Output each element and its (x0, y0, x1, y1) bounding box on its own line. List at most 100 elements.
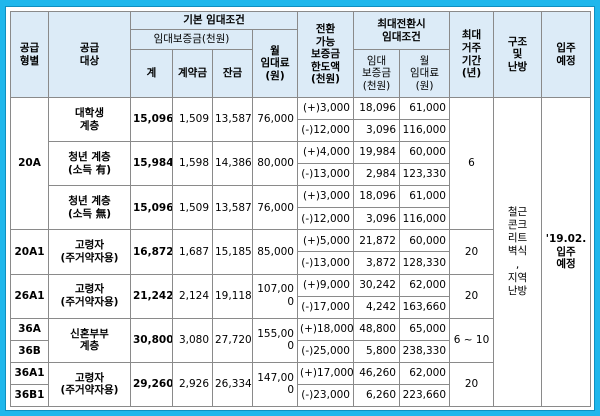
monthly-rent: 76,000 (252, 96, 298, 143)
table-row: 36B (-)25,000 5,800 238,330 (10, 339, 591, 363)
deposit-balance: 13,587 (212, 185, 253, 231)
supply-target: 청년 계층 (소득 有) (48, 141, 131, 187)
supply-target: 고령자 (주거약자용) (48, 273, 131, 319)
supply-target: 대학생 계층 (48, 96, 131, 143)
conv-rent: 62,000 (399, 273, 450, 297)
conv-deposit: 3,872 (353, 251, 400, 275)
conv-rent: 123,330 (399, 163, 450, 187)
supply-type: 20A (10, 96, 49, 231)
table-row: (-)13,000 2,984 123,330 (11, 163, 591, 187)
conv-deposit: 48,800 (353, 317, 400, 341)
deposit-balance: 19,118 (212, 273, 253, 319)
table-row: 36B1 (-)23,000 6,260 223,660 (10, 383, 591, 408)
table-row: (-)13,000 3,872 128,330 (11, 251, 591, 275)
monthly-rent: 85,000 (252, 229, 298, 275)
conv-rent: 128,330 (399, 251, 450, 275)
conv-rent: 116,000 (399, 119, 450, 143)
deposit-total: 15,096 (130, 185, 173, 231)
conv-rent: 163,660 (399, 295, 450, 319)
col-supply-type: 공급 형별 (10, 11, 49, 98)
supply-type: 36A1 (10, 361, 49, 385)
col-deposit: 임대보증금(천원) (130, 29, 253, 50)
max-period: 20 (449, 229, 494, 275)
table-row: 36A1 고령자 (주거약자용) 29,260 2,926 26,334 147… (10, 361, 591, 408)
table-row: (-)17,000 4,242 163,660 (11, 295, 591, 319)
deposit-contract: 2,926 (172, 361, 213, 408)
conv-deposit: 3,096 (353, 119, 400, 143)
convertible-plus: (+)17,000 (297, 361, 354, 385)
deposit-total: 16,872 (130, 229, 173, 275)
convertible-plus: (+)3,000 (297, 185, 354, 209)
deposit-balance: 27,720 (212, 317, 253, 363)
conv-rent: 116,000 (399, 207, 450, 231)
deposit-total: 15,984 (130, 141, 173, 187)
conv-rent: 61,000 (399, 185, 450, 209)
max-period: 6 ~ 10 (449, 317, 494, 363)
conv-deposit: 18,096 (353, 96, 400, 121)
col-max-conversion: 최대전환시 임대조건 (353, 11, 450, 50)
convertible-minus: (-)13,000 (297, 163, 354, 187)
supply-target: 신혼부부 계층 (48, 317, 131, 363)
convertible-plus: (+)5,000 (297, 229, 354, 253)
table-row: 청년 계층 (소득 有) 15,984 1,598 14,386 80,000 … (11, 141, 591, 187)
col-structure: 구조 및 난방 (493, 11, 542, 98)
conv-rent: 65,000 (399, 317, 450, 341)
max-period: 20 (449, 361, 494, 408)
col-conv-rent: 월 임대료 (원) (399, 49, 450, 98)
supply-type: 36B1 (10, 383, 49, 408)
supply-type: 36A (10, 317, 49, 341)
deposit-contract: 1,598 (172, 141, 213, 187)
max-period: 20 (449, 273, 494, 319)
table-row: 20A 대학생 계층 15,096 1,509 13,587 76,000 (+… (10, 96, 591, 407)
convertible-minus: (-)12,000 (297, 207, 354, 231)
col-conv-deposit: 임대 보증금 (천원) (353, 49, 400, 98)
supply-type: 26A1 (10, 273, 49, 319)
deposit-total: 15,096 (130, 96, 173, 143)
convertible-minus: (-)25,000 (297, 339, 354, 363)
col-monthly-rent: 월 임대료 (원) (252, 29, 298, 98)
conv-deposit: 21,872 (353, 229, 400, 253)
deposit-total: 30,800 (130, 317, 173, 363)
conv-deposit: 2,984 (353, 163, 400, 187)
deposit-balance: 26,334 (212, 361, 253, 408)
deposit-contract: 3,080 (172, 317, 213, 363)
supply-target: 고령자 (주거약자용) (48, 361, 131, 408)
col-supply-target: 공급 대상 (48, 11, 131, 98)
convertible-minus: (-)13,000 (297, 251, 354, 275)
conv-deposit: 5,800 (353, 339, 400, 363)
convertible-plus: (+)4,000 (297, 141, 354, 165)
max-period: 6 (449, 96, 494, 231)
structure-heating: 철근 콘크 리트 벽식 , 지역 난방 (493, 97, 542, 407)
convertible-minus: (-)23,000 (297, 383, 354, 408)
monthly-rent: 155,00 0 (252, 317, 298, 363)
conv-rent: 238,330 (399, 339, 450, 363)
deposit-total: 21,242 (130, 273, 173, 319)
col-max-period: 최대 거주 기간 (년) (449, 11, 494, 98)
conv-rent: 62,000 (399, 361, 450, 385)
deposit-contract: 1,509 (172, 96, 213, 143)
convertible-plus: (+)18,000 (297, 317, 354, 341)
col-basic-conditions: 기본 임대조건 (130, 11, 298, 30)
deposit-balance: 15,185 (212, 229, 253, 275)
monthly-rent: 80,000 (252, 141, 298, 187)
conv-rent: 60,000 (399, 229, 450, 253)
move-in-date: '19.02. 입주 예정 (541, 97, 591, 407)
deposit-contract: 2,124 (172, 273, 213, 319)
conv-deposit: 4,242 (353, 295, 400, 319)
deposit-balance: 14,386 (212, 141, 253, 187)
conv-deposit: 18,096 (353, 185, 400, 209)
conv-rent: 223,660 (399, 383, 450, 408)
convertible-minus: (-)12,000 (297, 119, 354, 143)
supply-target: 고령자 (주거약자용) (48, 229, 131, 275)
monthly-rent: 147,00 0 (252, 361, 298, 408)
conv-rent: 60,000 (399, 141, 450, 165)
deposit-total: 29,260 (130, 361, 173, 408)
monthly-rent: 76,000 (252, 185, 298, 231)
table-row: 26A1 고령자 (주거약자용) 21,242 2,124 19,118 107… (10, 273, 591, 319)
rental-conditions-table: 공급 형별 공급 대상 기본 임대조건 전환 가능 보증금 한도액 (천원) 최… (10, 11, 591, 408)
convertible-minus: (-)17,000 (297, 295, 354, 319)
conv-deposit: 3,096 (353, 207, 400, 231)
col-contract: 계약금 (172, 49, 213, 98)
conv-deposit: 19,984 (353, 141, 400, 165)
conv-deposit: 30,242 (353, 273, 400, 297)
